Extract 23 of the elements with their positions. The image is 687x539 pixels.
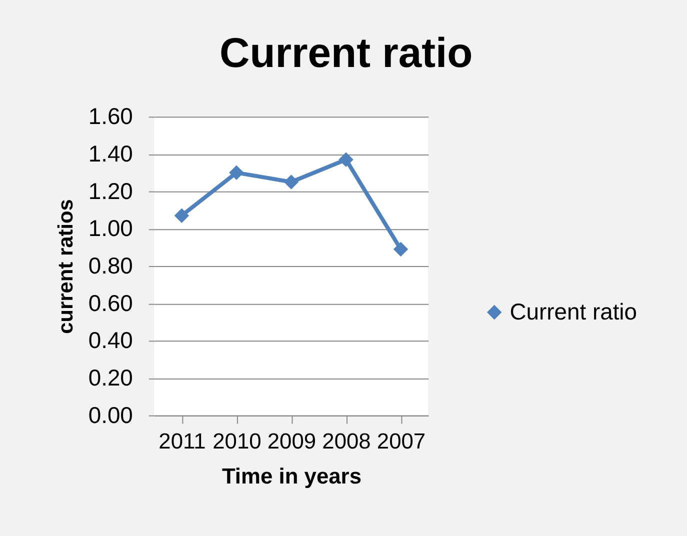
x-tick-label: 2010 (212, 428, 262, 454)
y-tick-label: 1.00 (88, 215, 133, 242)
point (284, 174, 299, 190)
y-tick-label: 0.00 (88, 402, 133, 428)
y-tick-label: 0.60 (88, 290, 133, 316)
chart-title: Current ratio (220, 28, 473, 76)
legend-label: Current ratio (510, 298, 637, 324)
y-tick-label: 1.60 (88, 103, 133, 130)
y-tick-label: 0.20 (88, 364, 133, 390)
point (174, 208, 190, 223)
point (338, 152, 354, 167)
y-tick-label: 1.20 (88, 178, 133, 204)
x-tick-label: 2007 (376, 428, 426, 454)
x-tick-label: 2009 (267, 428, 316, 454)
point (393, 242, 408, 257)
x-axis-title: Time in years (222, 464, 362, 489)
y-axis-title: current ratios (54, 199, 78, 334)
y-tick-label: 0.40 (88, 327, 133, 354)
x-tick-label: 2008 (322, 428, 371, 454)
y-tick-label: 0.80 (88, 252, 133, 278)
point (229, 165, 244, 180)
x-tick-label: 2011 (158, 428, 206, 454)
y-tick-label: 1.40 (88, 140, 133, 166)
